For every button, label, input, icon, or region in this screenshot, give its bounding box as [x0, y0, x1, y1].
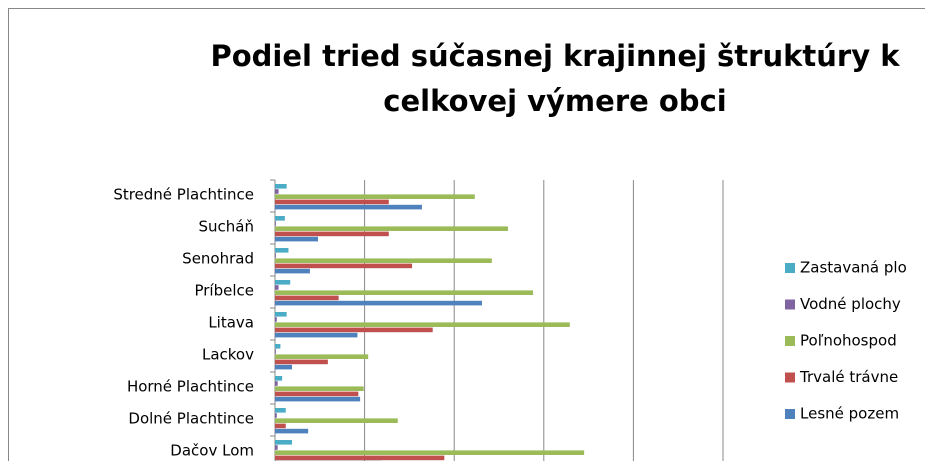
y-tick-label: Dačov Lom — [170, 442, 254, 460]
legend-swatch — [785, 336, 795, 346]
bar — [275, 344, 281, 349]
bar — [275, 300, 482, 306]
bar — [275, 408, 286, 413]
bar — [275, 327, 433, 333]
bar — [275, 354, 369, 359]
y-tick-label: Stredné Plachtince — [113, 186, 254, 204]
bar — [275, 231, 389, 237]
legend-label: Zastavaná plo — [800, 259, 907, 277]
legend-label: Lesné pozem — [800, 405, 899, 423]
bar — [275, 199, 389, 205]
y-tick-label: Litava — [208, 314, 254, 332]
bar — [275, 194, 475, 199]
bar — [275, 322, 570, 327]
y-tick-label: Príbelce — [194, 282, 254, 300]
bar — [275, 184, 287, 189]
bar — [275, 248, 289, 253]
bar — [275, 381, 278, 386]
bar — [275, 280, 291, 285]
bar — [275, 376, 283, 381]
bar — [275, 413, 277, 418]
bar — [275, 396, 361, 402]
bar — [275, 450, 585, 455]
bar — [275, 236, 319, 242]
bar — [275, 386, 364, 391]
chart-border — [8, 8, 925, 461]
bar — [275, 204, 422, 210]
bar — [275, 428, 309, 434]
bar — [275, 189, 279, 194]
bar — [275, 317, 277, 322]
bar — [275, 332, 358, 338]
y-tick-label: Lackov — [202, 346, 254, 364]
legend-swatch — [785, 372, 795, 383]
bar — [275, 258, 492, 263]
y-tick-label: Sucháň — [199, 218, 254, 236]
bar — [275, 423, 286, 429]
bar — [275, 226, 508, 231]
y-tick-label: Senohrad — [182, 250, 254, 268]
bar — [275, 391, 359, 397]
legend-swatch — [785, 299, 795, 310]
bar — [275, 268, 310, 274]
bar — [275, 290, 534, 295]
bar — [275, 285, 279, 290]
bar — [275, 455, 445, 461]
bar — [275, 418, 398, 423]
bar — [275, 349, 276, 354]
bar — [275, 221, 276, 226]
legend-label: Trvalé trávne — [799, 368, 898, 386]
chart-title: Podiel tried súčasnej krajinnej štruktúr… — [210, 39, 900, 118]
legend-swatch — [785, 409, 795, 419]
legend-label: Poľnohospod — [800, 332, 897, 350]
bar — [275, 253, 276, 258]
bar — [275, 295, 339, 301]
legend-label: Vodné plochy — [800, 295, 901, 313]
y-tick-label: Dolné Plachtince — [128, 410, 254, 428]
bar — [275, 216, 285, 221]
bar — [275, 445, 278, 450]
y-tick-label: Horné Plachtince — [127, 378, 254, 396]
bar — [275, 364, 293, 370]
bar — [275, 359, 328, 365]
bar — [275, 312, 287, 317]
bar — [275, 440, 293, 445]
bar — [275, 263, 413, 269]
legend-swatch — [785, 263, 795, 273]
